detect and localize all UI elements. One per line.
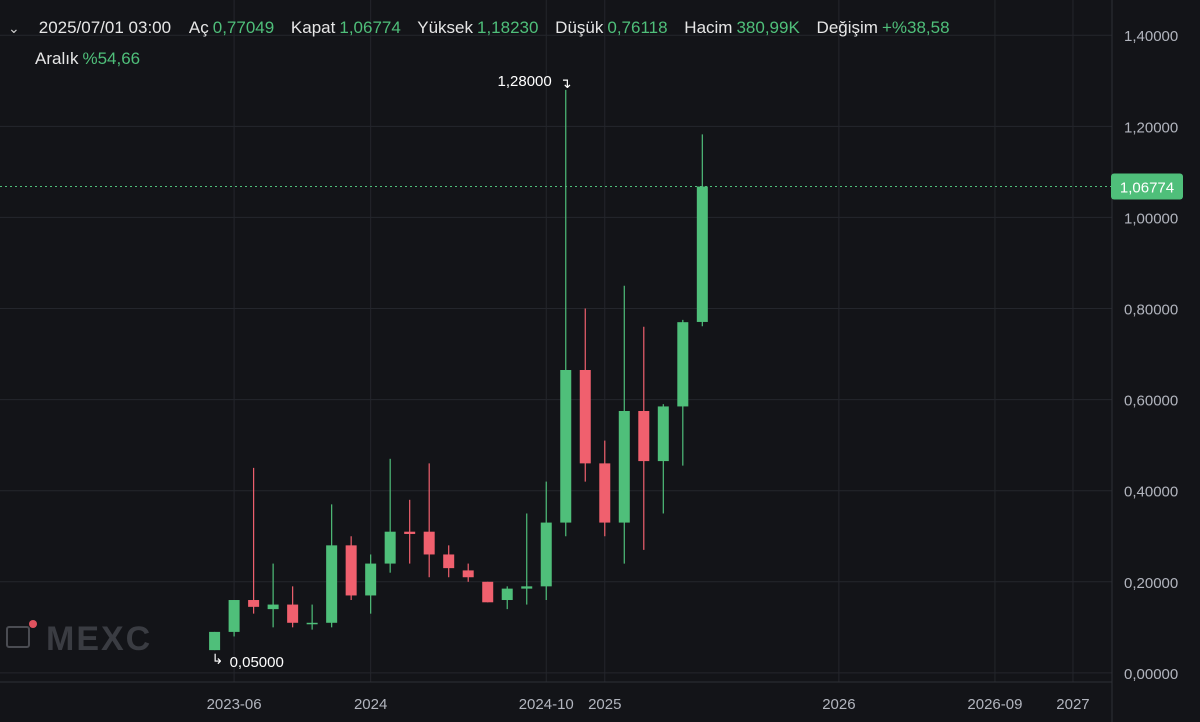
min-arrow-icon: ↳ [212,652,224,668]
y-tick-label: 0,60000 [1124,393,1178,410]
notification-dot [29,620,37,628]
candle-body [540,522,552,587]
x-tick-label: 2027 [1056,696,1089,713]
candle-body [384,531,396,564]
legend-change-value: +%38,58 [881,18,950,37]
x-tick-label: 2026 [822,696,855,713]
candle-body [443,554,455,569]
grid [0,0,1112,682]
candle-body [696,186,708,322]
candle-body [579,369,591,464]
candle-body [306,622,318,625]
candle-body [404,531,416,534]
legend-high-label: Yüksek [417,18,473,37]
candle-body [501,588,513,601]
y-tick-label: 1,20000 [1124,119,1178,136]
legend-volume-value: 380,99K [736,18,800,37]
legend-range: Aralık %54,66 [35,49,140,69]
legend-close-value: 1,06774 [339,18,401,37]
y-tick-label: 0,00000 [1124,666,1178,683]
candle-body [521,586,533,589]
x-tick-label: 2023-06 [207,696,262,713]
candle-body [677,322,689,407]
last-price-label: 1,06774 [1120,180,1174,197]
x-tick-label: 2026-09 [967,696,1022,713]
legend-close-label: Kapat [290,18,336,37]
candle-body [618,410,630,523]
y-tick-label: 1,40000 [1124,28,1178,45]
candle-body [248,600,260,607]
candle-body [209,631,221,651]
candles [209,89,708,651]
legend-volume-label: Hacim [684,18,733,37]
legend-high-value: 1,18230 [476,18,539,37]
candle-body [228,600,240,632]
legend-range-label: Aralık [35,49,79,68]
legend-date: 2025/07/01 03:00 [38,18,172,37]
candle-body [287,604,299,623]
mexc-watermark: MEXC [46,620,153,658]
candle-body [423,531,435,555]
x-tick-label: 2024 [354,696,387,713]
max-price-label: 1,28000 [498,73,552,90]
legend-open-value: 0,77049 [212,18,275,37]
candle-body [462,570,474,578]
candle-body [482,581,494,603]
legend-open-label: Aç [188,18,209,37]
candle-body [345,545,357,596]
legend-low-label: Düşük [555,18,604,37]
y-tick-label: 0,40000 [1124,484,1178,501]
x-tick-label: 2025 [588,696,621,713]
min-price-label: 0,05000 [230,654,284,671]
legend-change-label: Değişim [816,18,878,37]
ohlc-legend: ⌄ 2025/07/01 03:00 Aç 0,77049 Kapat 1,0677… [8,18,962,38]
candle-body [599,463,611,523]
candle-body [326,545,338,623]
calendar-icon[interactable] [6,626,30,648]
legend-low-value: 0,76118 [607,18,668,37]
y-tick-label: 0,80000 [1124,302,1178,319]
legend-range-value: %54,66 [82,49,141,68]
candle-body [267,604,279,610]
annotations: 1,06774 1,28000 ↴ ↳ 0,05000 [0,73,1183,671]
x-tick-label: 2024-10 [519,696,574,713]
max-arrow-icon: ↴ [560,76,572,92]
candle-body [657,406,669,462]
candle-body [365,563,377,596]
last-price-badge [1111,173,1183,200]
y-tick-label: 1,00000 [1124,210,1178,227]
y-tick-label: 0,20000 [1124,575,1178,592]
candle-body [638,410,650,462]
chevron-down-icon[interactable]: ⌄ [8,20,20,36]
candle-body [560,369,572,523]
